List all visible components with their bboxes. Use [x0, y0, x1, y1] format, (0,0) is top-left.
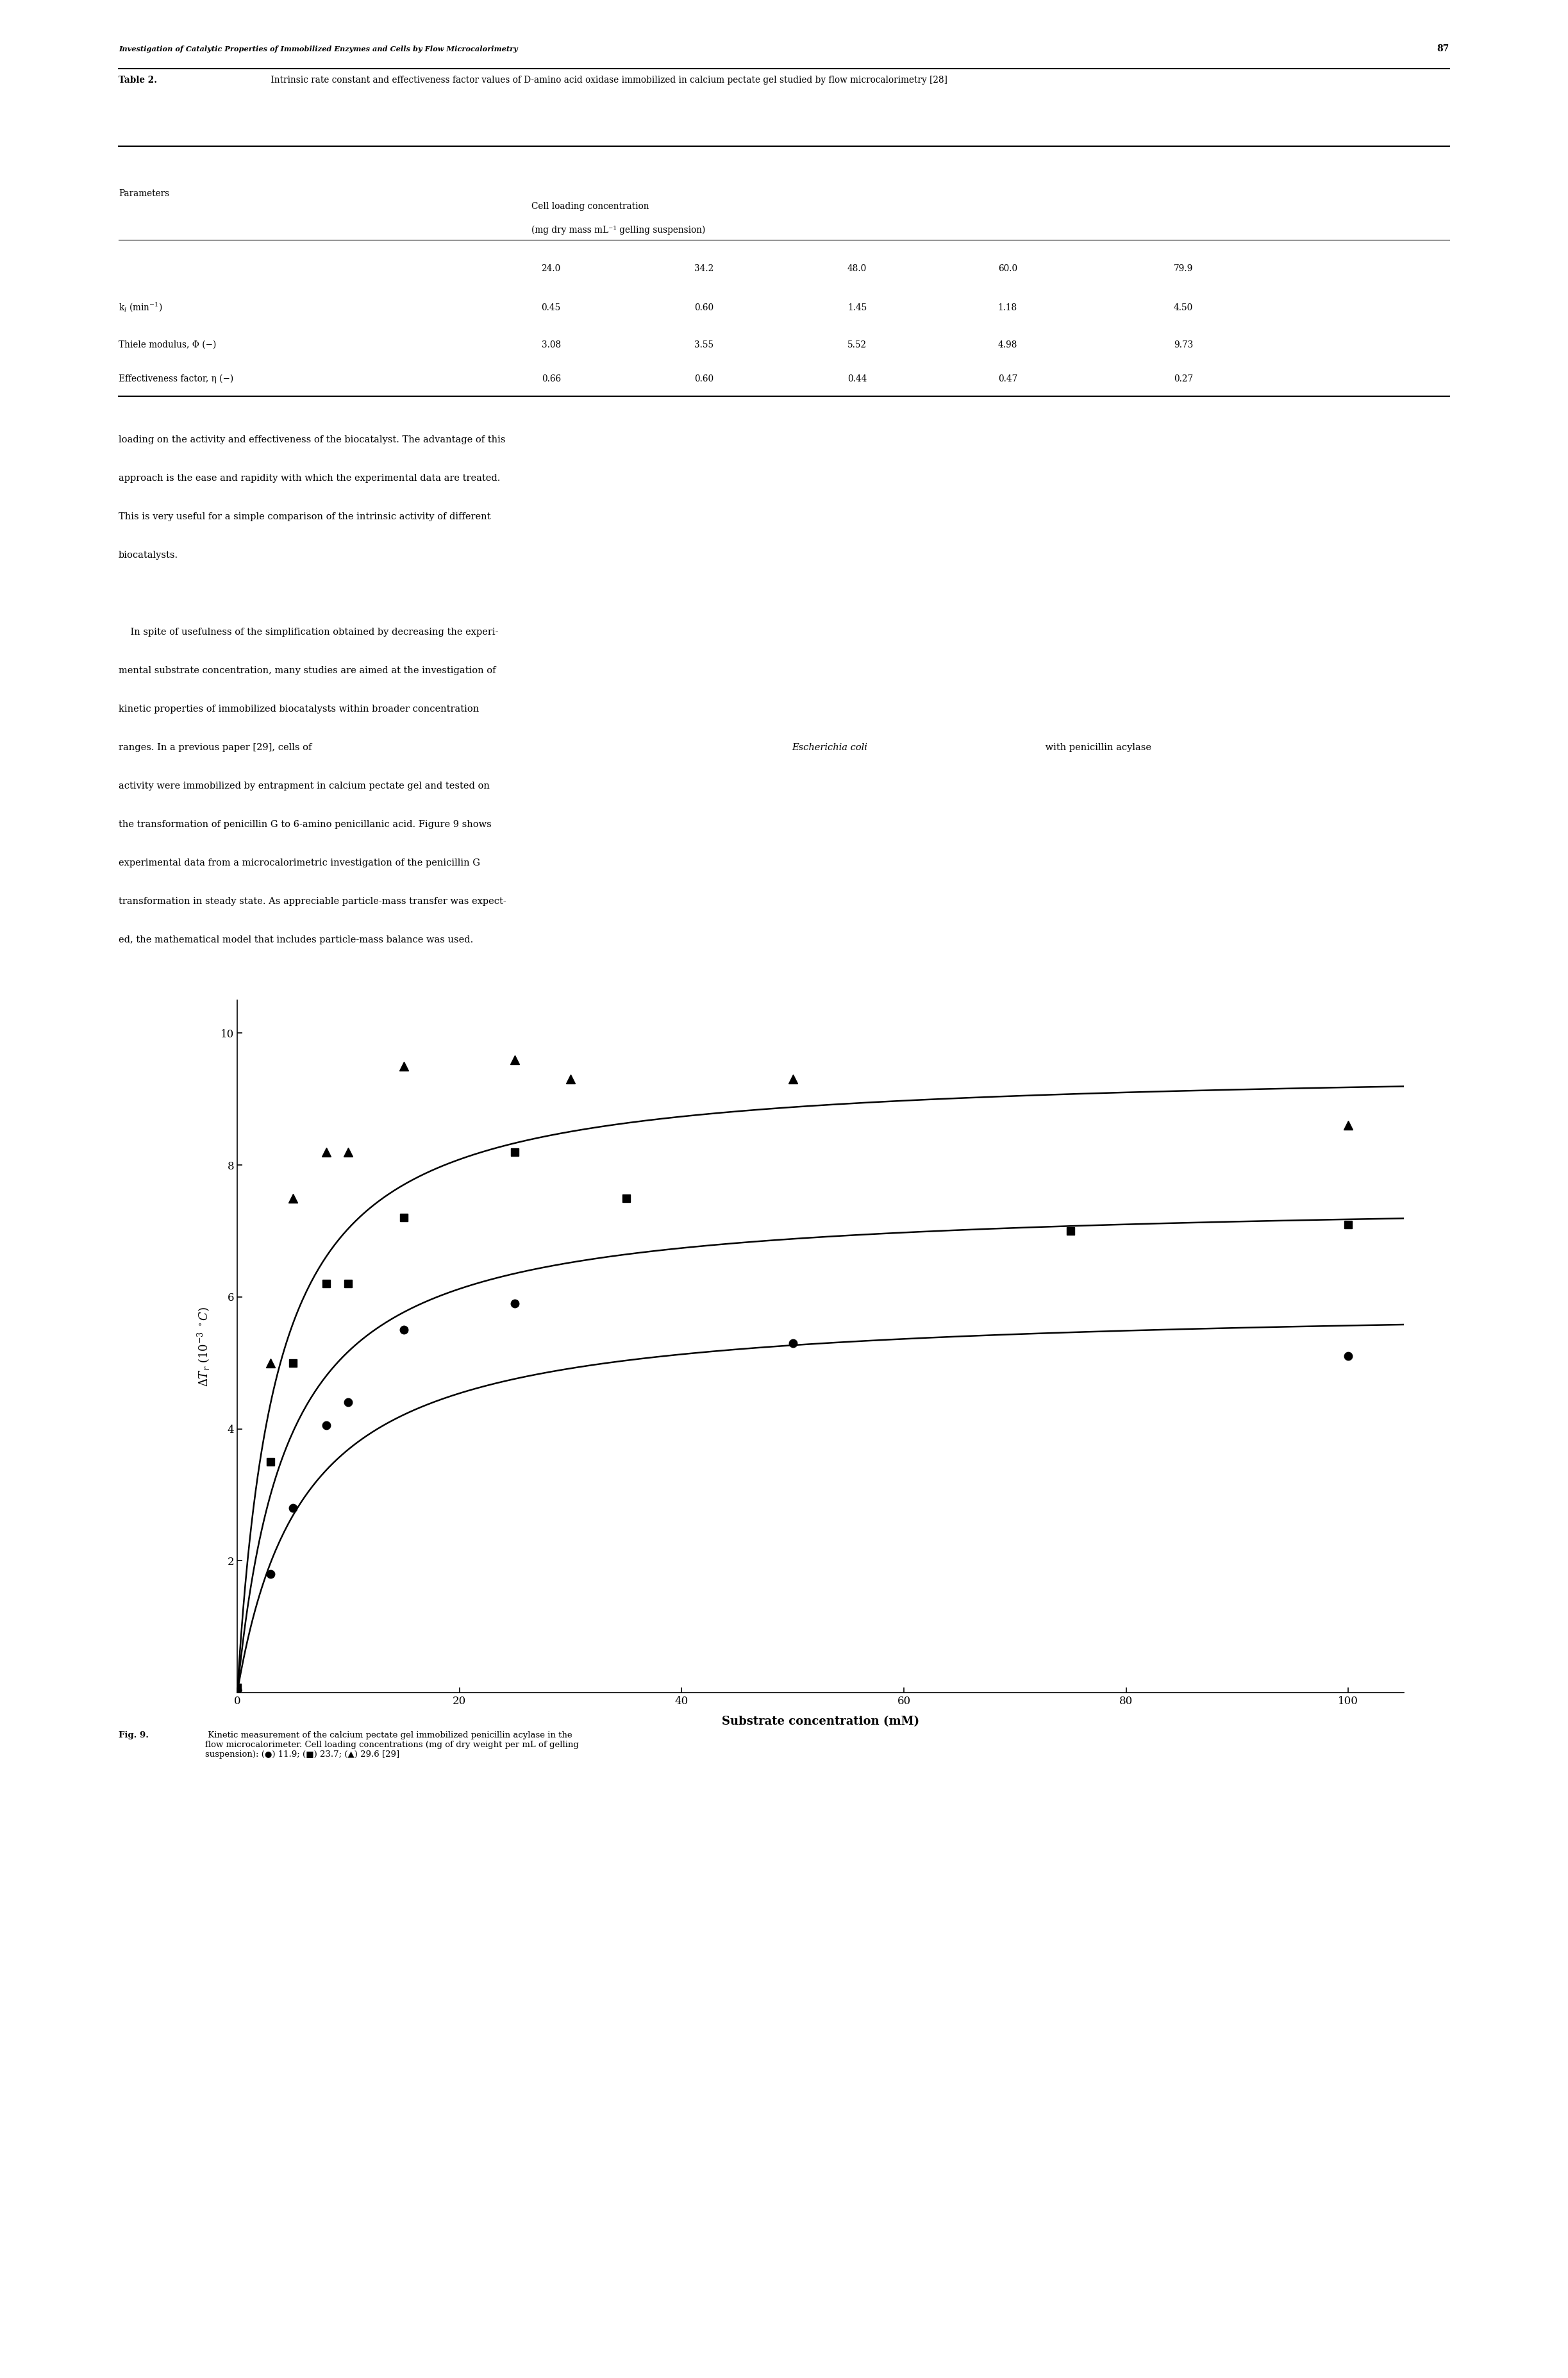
Text: 34.2: 34.2: [695, 264, 713, 273]
Text: 60.0: 60.0: [997, 264, 1018, 273]
Text: kinetic properties of immobilized biocatalysts within broader concentration: kinetic properties of immobilized biocat…: [119, 704, 478, 713]
Text: 5.52: 5.52: [848, 340, 867, 350]
Text: ed, the mathematical model that includes particle-mass balance was used.: ed, the mathematical model that includes…: [119, 935, 474, 944]
Text: 4.50: 4.50: [1173, 302, 1193, 312]
Text: ranges. In a previous paper [29], cells of: ranges. In a previous paper [29], cells …: [119, 742, 315, 751]
Text: biocatalysts.: biocatalysts.: [119, 552, 179, 559]
Text: Thiele modulus, Φ (−): Thiele modulus, Φ (−): [119, 340, 216, 350]
X-axis label: Substrate concentration (mM): Substrate concentration (mM): [721, 1715, 919, 1726]
Text: 4.98: 4.98: [997, 340, 1018, 350]
Text: 0.66: 0.66: [541, 373, 561, 383]
Text: 0.45: 0.45: [541, 302, 561, 312]
Text: 9.73: 9.73: [1173, 340, 1193, 350]
Text: 79.9: 79.9: [1173, 264, 1193, 273]
Text: 0.60: 0.60: [695, 302, 713, 312]
Text: Parameters: Parameters: [119, 190, 169, 197]
Text: Effectiveness factor, η (−): Effectiveness factor, η (−): [119, 373, 234, 383]
Text: Fig. 9.: Fig. 9.: [119, 1731, 149, 1738]
Text: Investigation of Catalytic Properties of Immobilized Enzymes and Cells by Flow M: Investigation of Catalytic Properties of…: [119, 45, 517, 52]
Text: 0.27: 0.27: [1173, 373, 1193, 383]
Text: mental substrate concentration, many studies are aimed at the investigation of: mental substrate concentration, many stu…: [119, 666, 495, 675]
Text: the transformation of penicillin G to 6-amino penicillanic acid. Figure 9 shows: the transformation of penicillin G to 6-…: [119, 820, 491, 830]
Text: 0.60: 0.60: [695, 373, 713, 383]
Text: 3.55: 3.55: [695, 340, 713, 350]
Y-axis label: $\Delta T_r\ (10^{-3}\ ^\circ C)$: $\Delta T_r\ (10^{-3}\ ^\circ C)$: [196, 1306, 212, 1386]
Text: transformation in steady state. As appreciable particle-mass transfer was expect: transformation in steady state. As appre…: [119, 897, 506, 906]
Text: Table 2.: Table 2.: [119, 76, 157, 86]
Text: experimental data from a microcalorimetric investigation of the penicillin G: experimental data from a microcalorimetr…: [119, 858, 480, 868]
Text: In spite of usefulness of the simplification obtained by decreasing the experi-: In spite of usefulness of the simplifica…: [119, 628, 499, 637]
Text: 87: 87: [1436, 45, 1449, 52]
Text: with penicillin acylase: with penicillin acylase: [1043, 742, 1151, 751]
Text: 24.0: 24.0: [541, 264, 561, 273]
Text: loading on the activity and effectiveness of the biocatalyst. The advantage of t: loading on the activity and effectivenes…: [119, 435, 505, 445]
Text: Escherichia coli: Escherichia coli: [792, 742, 867, 751]
Text: activity were immobilized by entrapment in calcium pectate gel and tested on: activity were immobilized by entrapment …: [119, 782, 489, 789]
Text: Kinetic measurement of the calcium pectate gel immobilized penicillin acylase in: Kinetic measurement of the calcium pecta…: [205, 1731, 579, 1760]
Text: 0.47: 0.47: [997, 373, 1018, 383]
Text: 1.18: 1.18: [997, 302, 1018, 312]
Text: 0.44: 0.44: [847, 373, 867, 383]
Text: Intrinsic rate constant and effectiveness factor values of D-amino acid oxidase : Intrinsic rate constant and effectivenes…: [268, 76, 947, 86]
Text: 48.0: 48.0: [847, 264, 867, 273]
Text: k$_{i}$ (min$^{-1}$): k$_{i}$ (min$^{-1}$): [119, 302, 163, 314]
Text: approach is the ease and rapidity with which the experimental data are treated.: approach is the ease and rapidity with w…: [119, 473, 500, 483]
Text: 1.45: 1.45: [847, 302, 867, 312]
Text: This is very useful for a simple comparison of the intrinsic activity of differe: This is very useful for a simple compari…: [119, 511, 491, 521]
Text: 3.08: 3.08: [541, 340, 561, 350]
Text: (mg dry mass mL⁻¹ gelling suspension): (mg dry mass mL⁻¹ gelling suspension): [532, 226, 706, 235]
Text: Cell loading concentration: Cell loading concentration: [532, 202, 649, 212]
